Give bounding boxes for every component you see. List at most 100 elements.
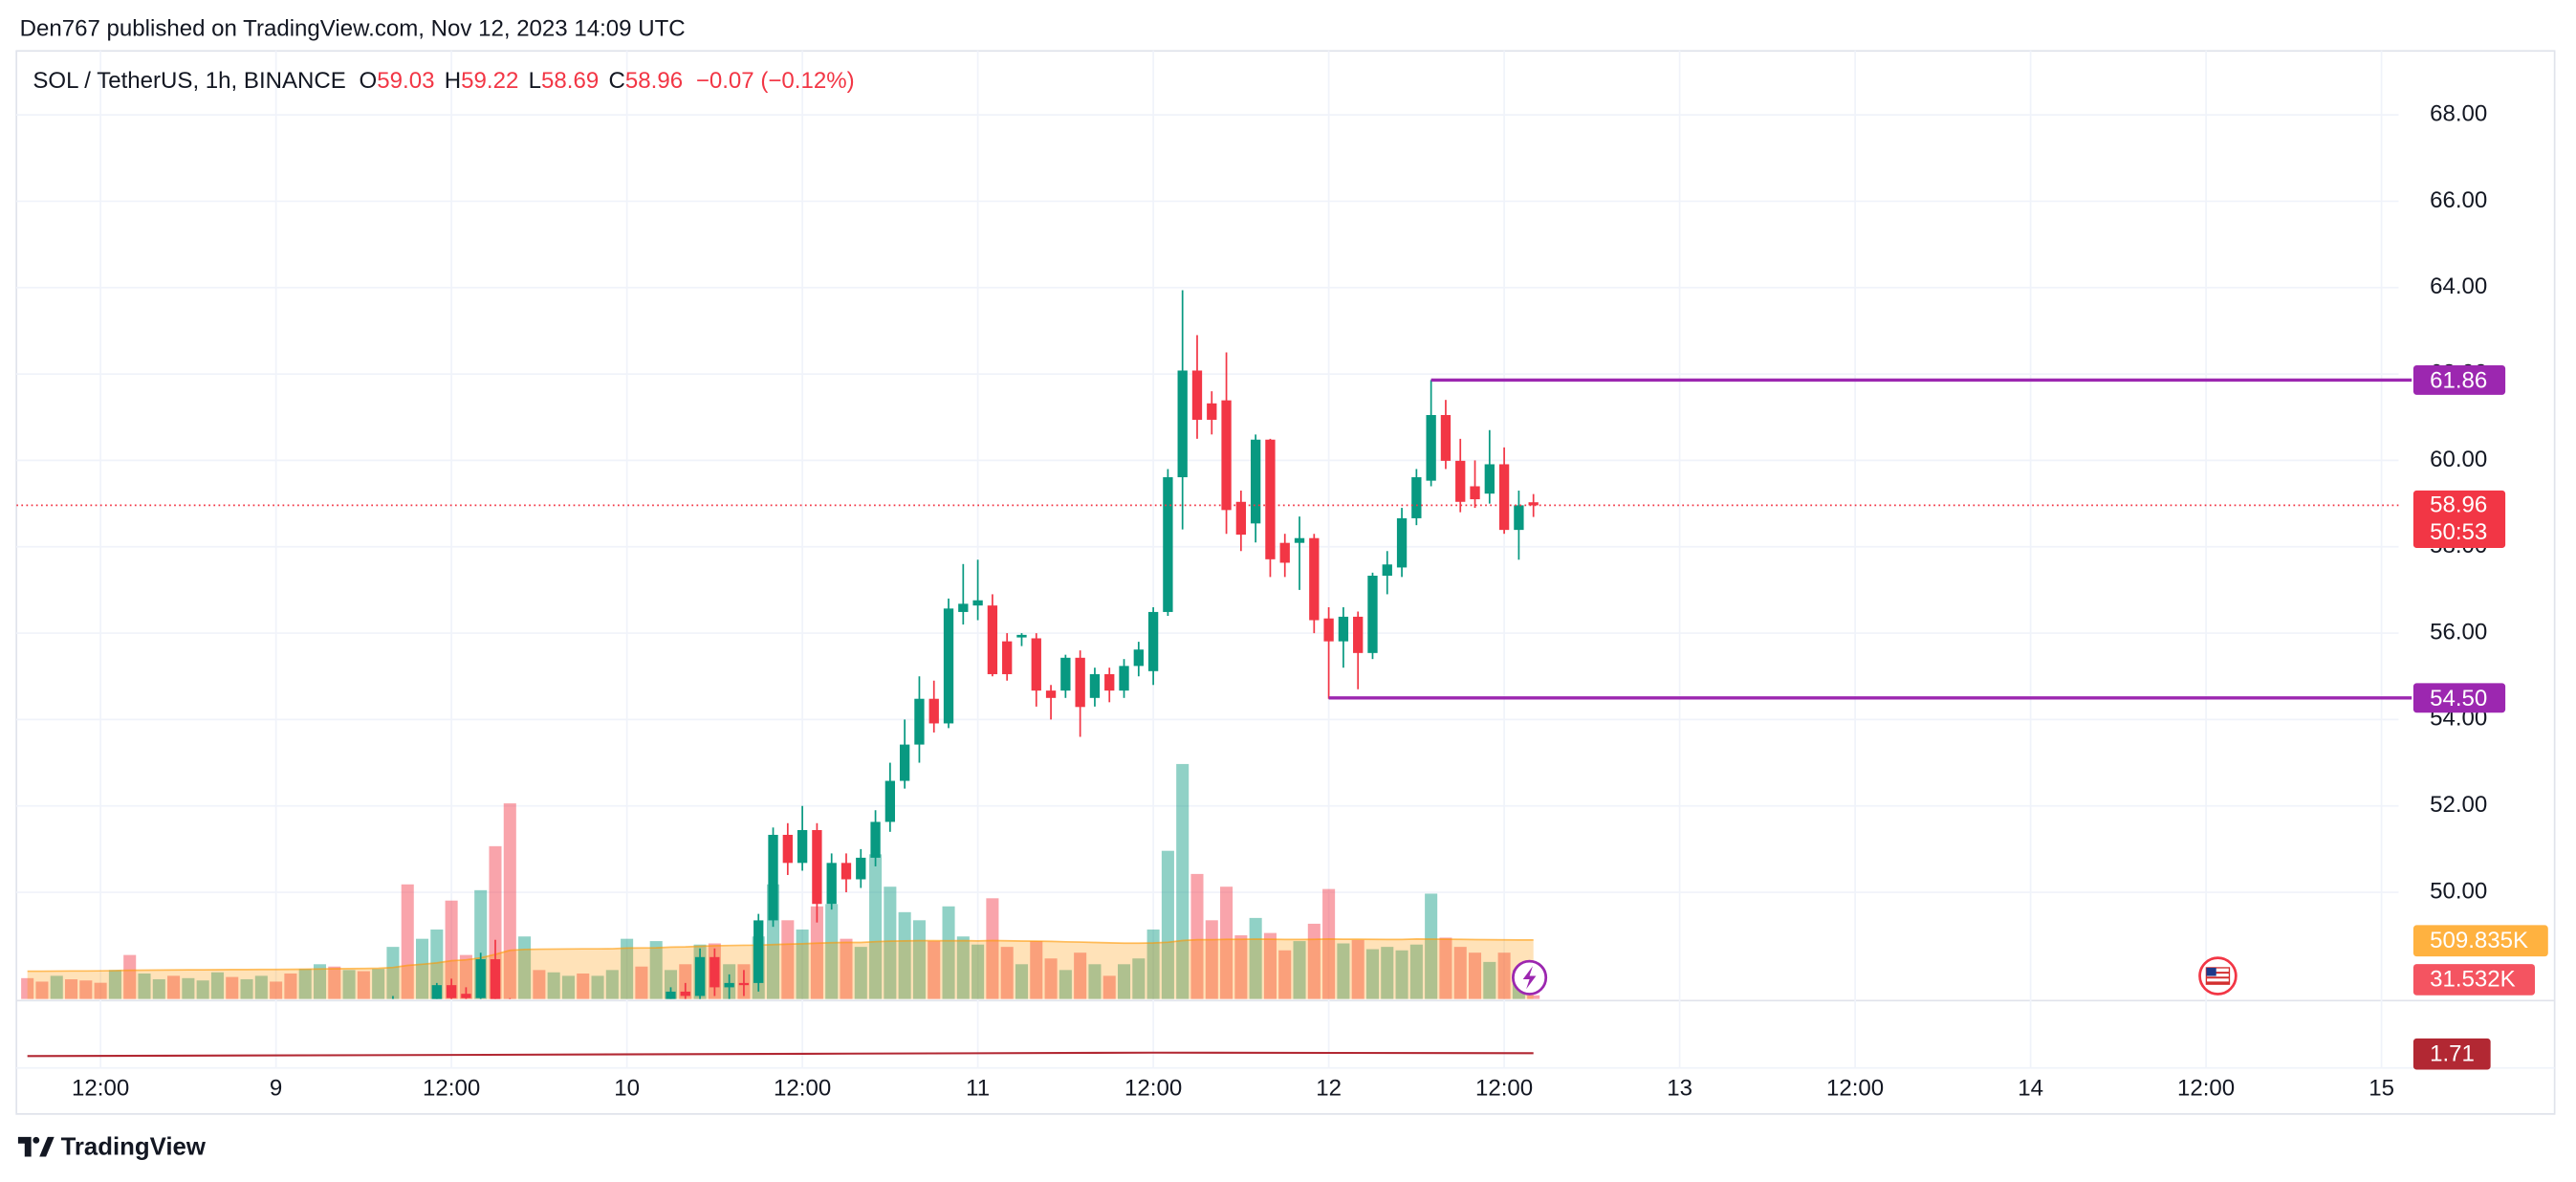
x-tick-label: 12:00: [423, 1075, 480, 1101]
candle-body: [1455, 460, 1466, 502]
candle-body: [1353, 616, 1364, 653]
volume-bar: [884, 886, 897, 999]
volume-bar: [898, 911, 911, 999]
volume-bar: [635, 966, 648, 999]
volume-ma-area: [27, 938, 1534, 999]
level-badge: [2412, 683, 2506, 713]
candle-body: [1411, 477, 1422, 518]
volume-bar: [942, 906, 955, 999]
candle-body: [1147, 611, 1159, 671]
volume-bar: [928, 941, 941, 999]
candle-body: [1338, 616, 1349, 642]
price-pane: [16, 290, 2399, 999]
candle-body: [1016, 634, 1027, 638]
volume-bar: [416, 938, 429, 999]
volume-bar: [152, 979, 165, 999]
volume-bar: [533, 970, 546, 999]
y-tick-label: 52.00: [2430, 792, 2487, 818]
candle-body: [1470, 486, 1480, 500]
volume-bar: [108, 970, 121, 999]
legend-value: 58.96: [625, 68, 683, 94]
volume-bar: [649, 941, 663, 999]
volume-bar: [825, 904, 839, 999]
volume-bar: [1453, 947, 1467, 999]
legend-value: 58.69: [541, 68, 599, 94]
x-tick-label: 13: [1667, 1075, 1692, 1101]
candle-body: [1294, 537, 1305, 543]
candle-body: [1528, 502, 1539, 506]
y-tick-label: 50.00: [2430, 878, 2487, 904]
volume-bar: [840, 938, 853, 999]
volume-bar: [1234, 935, 1248, 999]
volume-bar: [679, 964, 692, 999]
candle-body: [1002, 641, 1013, 674]
volume-bar: [547, 972, 560, 999]
candle-body: [461, 994, 471, 998]
volume-bar: [591, 975, 604, 999]
volume-ma-line: [27, 938, 1534, 973]
volume-bar: [1483, 961, 1496, 999]
candle-body: [943, 608, 954, 724]
volume-bar: [956, 936, 970, 999]
candle-body: [709, 956, 720, 988]
candle-body: [431, 985, 442, 999]
candle-body: [1045, 690, 1057, 698]
volume-bar: [1395, 950, 1408, 999]
x-tick-label: 14: [2018, 1075, 2043, 1101]
volume-bar: [1468, 952, 1482, 999]
candle-body: [1060, 657, 1071, 691]
volume-bar: [621, 938, 634, 999]
volume-bar: [182, 977, 195, 999]
volume-bar: [210, 972, 224, 999]
price-badge: [2412, 490, 2506, 549]
legend-label: H: [445, 68, 461, 94]
volume-bar: [328, 966, 341, 999]
volume-bar: [123, 954, 137, 999]
volume-bar: [1249, 917, 1262, 999]
volume-bar: [1527, 995, 1540, 999]
x-tick-label: 12:00: [72, 1075, 129, 1101]
candle-body: [446, 985, 457, 998]
candle-body: [840, 863, 852, 880]
y-tick-label: 64.00: [2430, 274, 2487, 299]
volume-bar: [577, 973, 590, 999]
volume-bar: [1161, 850, 1174, 999]
candle-body: [738, 982, 750, 986]
candle-body: [1235, 501, 1247, 536]
volume-bar: [357, 971, 370, 999]
volume-bar: [1425, 893, 1438, 999]
y-tick-label: 56.00: [2430, 619, 2487, 645]
volume-bar: [781, 920, 795, 999]
volume-bar: [1497, 952, 1511, 999]
candle-body: [694, 956, 706, 996]
candle-body: [914, 698, 925, 745]
candle-body: [1250, 439, 1261, 524]
x-tick-label: 12:00: [774, 1075, 831, 1101]
volume-bar: [810, 906, 823, 999]
volume-bar: [50, 975, 63, 999]
frame: [15, 50, 2556, 1115]
volume-bar: [270, 981, 283, 999]
legend-value: 59.22: [461, 68, 518, 94]
candle-body: [856, 857, 866, 880]
level-badge: [2412, 364, 2506, 395]
volume-bar: [196, 980, 209, 999]
volume-bar: [167, 975, 181, 999]
grid: [16, 51, 2399, 1068]
candle-body: [826, 863, 837, 905]
candle-body: [782, 834, 793, 864]
candle-body: [812, 830, 822, 905]
price-label: 58.96: [2430, 492, 2487, 518]
volume-ma-badge: [2412, 925, 2548, 957]
countdown: 50:53: [2430, 519, 2487, 545]
x-tick-label: 12:00: [1826, 1075, 1884, 1101]
candle-body: [1221, 400, 1232, 511]
legend-label: L: [529, 68, 541, 94]
volume-bar: [342, 970, 356, 999]
candle-body: [1498, 464, 1510, 531]
x-tick-label: 15: [2369, 1075, 2394, 1101]
candle-body: [1207, 403, 1217, 420]
candle-body: [753, 920, 764, 983]
